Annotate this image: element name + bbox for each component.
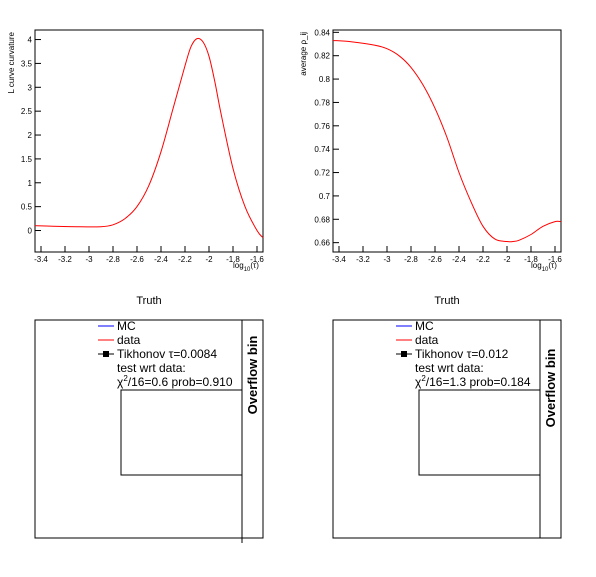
y-tick-label: 1.5 [21, 155, 33, 164]
y-tick-label: 0.82 [314, 52, 330, 61]
y-tick-label: 0.8 [319, 75, 331, 84]
tick-labels: -3.4 -3.2 -3 -2.8 -2.6 -2.4 -2.2 -2 -1.8 -1.6 0 0.5… [21, 36, 265, 264]
series-line [34, 37, 264, 239]
panel-l-curve-curvature: -3.4 -3.2 -3 -2.8 -2.6 -2.4 -2.2 -2 -1.8 -1.6 0 0.5… [7, 29, 265, 273]
x-tick-label: -3.4 [332, 255, 346, 264]
x-tick-label: -3 [383, 255, 391, 264]
x-tick-label: -2 [205, 255, 213, 264]
tick-labels: -3.4 -3.2 -3 -2.8 -2.6 -2.4 -2.2 -2 -1.8 -1.6 0.66… [314, 28, 562, 264]
x-tick-label: -2.2 [178, 255, 192, 264]
y-axis-label: L curve curvature [7, 31, 16, 93]
plot-frame [332, 319, 562, 539]
y-tick-label: 2 [28, 131, 33, 140]
plot-frame [34, 319, 264, 539]
y-tick-label: 0.72 [314, 169, 330, 178]
legend: MC data Tikhonov τ=0.012 test wrt data: … [396, 319, 531, 389]
y-tick-label: 4 [28, 36, 33, 45]
histogram-box [120, 389, 243, 476]
axis-ticks [333, 31, 556, 252]
test-wrt-data-label: test wrt data: [415, 361, 484, 375]
y-tick-label: 0.68 [314, 215, 330, 224]
legend: MC data Tikhonov τ=0.0084 test wrt data:… [98, 319, 233, 389]
panel-truth-right: Truth Overflow bin MC data Tikhonov τ=0.… [332, 295, 562, 539]
chi2-result: χ2/16=1.3 prob=0.184 [415, 374, 531, 389]
x-tick-label: -3 [85, 255, 93, 264]
x-tick-label: -3.4 [34, 255, 48, 264]
series-line [332, 40, 562, 243]
x-axis-label: log10(τ) [233, 261, 259, 273]
legend-marker-tikhonov [103, 351, 109, 357]
x-tick-label: -3.2 [58, 255, 72, 264]
x-tick-label: -2.8 [404, 255, 418, 264]
x-tick-label: -2.6 [428, 255, 442, 264]
legend-label-mc: MC [117, 319, 136, 333]
x-tick-label: -1.8 [524, 255, 538, 264]
panel-title: Truth [434, 295, 459, 307]
panel-title: Truth [136, 295, 161, 307]
overflow-bin-label: Overflow bin [543, 349, 558, 428]
y-tick-label: 0.76 [314, 122, 330, 131]
y-tick-label: 2.5 [21, 107, 33, 116]
x-tick-label: -2.4 [452, 255, 466, 264]
y-tick-label: 0.74 [314, 145, 330, 154]
y-tick-label: 0.7 [319, 192, 331, 201]
plot-frame [332, 29, 562, 253]
x-tick-label: -1.6 [548, 255, 562, 264]
legend-label-tikhonov: Tikhonov τ=0.012 [415, 347, 509, 361]
x-tick-label: -2 [503, 255, 511, 264]
y-axis-label: average ρ_ij [299, 32, 308, 76]
histogram-box [418, 389, 541, 476]
plot-frame [34, 29, 264, 253]
legend-label-data: data [117, 333, 141, 347]
y-tick-label: 1 [28, 179, 33, 188]
x-axis-label: log10(τ) [531, 261, 557, 273]
y-tick-label: 0.78 [314, 98, 330, 107]
x-tick-label: -2.4 [154, 255, 168, 264]
y-tick-label: 0.5 [21, 203, 33, 212]
y-tick-label: 3 [28, 83, 33, 92]
legend-label-tikhonov: Tikhonov τ=0.0084 [117, 347, 217, 361]
y-tick-label: 0.66 [314, 239, 330, 248]
panel-truth-left: Truth Overflow bin MC data Tikhonov τ=0.… [34, 295, 264, 543]
axis-ticks [35, 39, 258, 252]
legend-marker-tikhonov [401, 351, 407, 357]
x-tick-label: -2.2 [476, 255, 490, 264]
y-tick-label: 0 [28, 227, 33, 236]
x-tick-label: -2.6 [130, 255, 144, 264]
x-tick-label: -2.8 [106, 255, 120, 264]
legend-label-mc: MC [415, 319, 434, 333]
overflow-bin-label: Overflow bin [245, 336, 260, 415]
y-tick-label: 0.84 [314, 28, 330, 37]
legend-label-data: data [415, 333, 439, 347]
x-tick-label: -1.8 [226, 255, 240, 264]
panel-average-rho: -3.4 -3.2 -3 -2.8 -2.6 -2.4 -2.2 -2 -1.8 -1.6 0.66… [299, 28, 562, 273]
x-tick-label: -1.6 [250, 255, 264, 264]
y-tick-label: 3.5 [21, 59, 33, 68]
chi2-result: χ2/16=0.6 prob=0.910 [117, 374, 233, 389]
x-tick-label: -3.2 [356, 255, 370, 264]
test-wrt-data-label: test wrt data: [117, 361, 186, 375]
